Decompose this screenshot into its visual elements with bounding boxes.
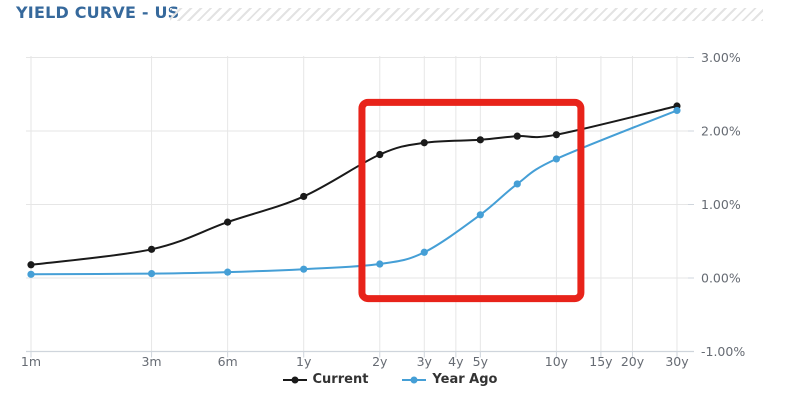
data-point-current[interactable] <box>224 218 232 226</box>
legend-item-year-ago[interactable]: Year Ago <box>402 372 497 387</box>
legend-label-year-ago: Year Ago <box>432 372 498 387</box>
page-title: YIELD CURVE - US <box>16 3 180 22</box>
y-axis-label: -1.00% <box>701 344 745 359</box>
data-point-year-ago[interactable] <box>673 106 681 115</box>
highlight-rectangle-annotation <box>358 98 585 303</box>
data-point-current[interactable] <box>27 261 35 269</box>
legend-item-current[interactable]: Current <box>282 372 369 387</box>
data-point-year-ago[interactable] <box>224 268 232 276</box>
y-axis-label: 2.00% <box>701 124 741 139</box>
year-ago-series-marker-icon <box>402 376 427 383</box>
x-axis-label: 20y <box>621 354 645 369</box>
x-axis-label: 1m <box>21 354 41 369</box>
data-point-current[interactable] <box>513 132 521 140</box>
data-point-year-ago[interactable] <box>420 248 428 256</box>
data-point-current[interactable] <box>552 131 561 139</box>
x-axis-label: 30y <box>665 354 689 369</box>
x-axis-label: 6m <box>218 354 238 369</box>
x-axis-label: 1y <box>296 354 312 369</box>
data-point-year-ago[interactable] <box>513 180 521 188</box>
y-axis-label: 1.00% <box>701 197 741 212</box>
x-axis-label: 10y <box>545 354 569 369</box>
header-hatch-decoration <box>170 8 763 21</box>
data-point-current[interactable] <box>376 150 384 159</box>
data-point-current[interactable] <box>147 245 156 253</box>
series-line-current <box>30 105 678 266</box>
x-axis-label: 4y <box>448 354 464 369</box>
data-point-year-ago[interactable] <box>27 270 35 278</box>
x-axis-label: 3m <box>141 354 161 369</box>
y-axis-label: 0.00% <box>701 271 741 286</box>
x-axis-label: 15y <box>589 354 613 369</box>
data-point-year-ago[interactable] <box>476 211 484 219</box>
x-axis-label: 2y <box>372 354 388 369</box>
data-point-year-ago[interactable] <box>147 269 156 278</box>
data-point-year-ago[interactable] <box>376 260 384 268</box>
x-axis-label: 5y <box>473 354 489 369</box>
data-point-year-ago[interactable] <box>300 265 308 273</box>
series-line-year-ago <box>30 109 678 276</box>
chart-legend: Current Year Ago <box>0 372 780 387</box>
data-point-year-ago[interactable] <box>552 155 561 163</box>
data-point-current[interactable] <box>300 192 308 201</box>
current-series-marker-icon <box>282 376 307 383</box>
data-point-current[interactable] <box>420 139 428 147</box>
data-point-current[interactable] <box>476 136 484 144</box>
legend-label-current: Current <box>312 372 369 387</box>
y-axis-label: 3.00% <box>701 50 741 65</box>
x-axis-label: 3y <box>417 354 433 369</box>
